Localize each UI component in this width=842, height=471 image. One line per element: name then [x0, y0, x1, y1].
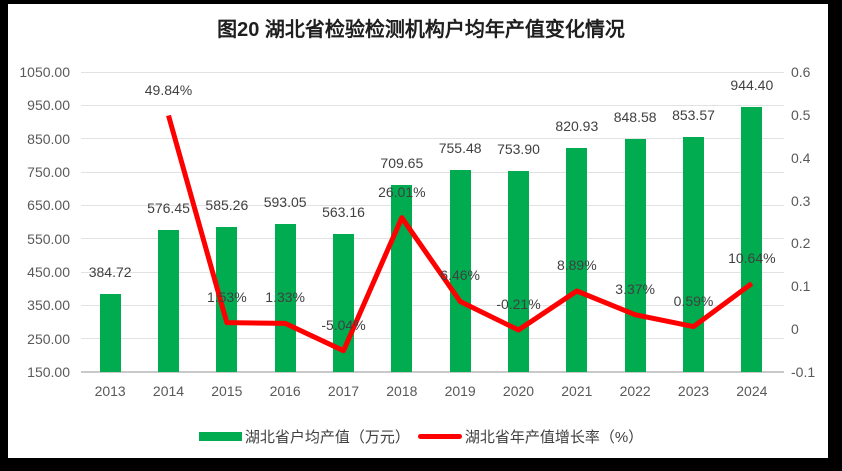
left-axis-tick-label: 650.00: [27, 197, 70, 214]
line-value-label: 1.33%: [265, 289, 305, 306]
bar-value-label: 384.72: [88, 263, 132, 280]
bar-value-label: 593.05: [263, 194, 307, 211]
left-axis-tick-label: 350.00: [27, 297, 70, 314]
gridline: [81, 271, 784, 273]
legend-item-bar-series: 湖北省户均产值（万元）: [198, 426, 410, 447]
x-axis-category-label: 2017: [327, 383, 360, 399]
gridline: [81, 338, 784, 340]
bar: [683, 137, 704, 372]
x-axis-line: [81, 371, 784, 373]
gridline: [81, 304, 784, 306]
line-series-swatch-icon: [417, 434, 462, 439]
bar-value-label: 585.26: [205, 196, 249, 213]
line-value-label: 8.89%: [556, 257, 597, 274]
gridline: [81, 104, 784, 106]
right-axis-tick-label: 0: [791, 321, 799, 338]
left-axis-tick-label: 550.00: [27, 230, 70, 247]
bar: [508, 170, 529, 372]
bar-value-label: 709.65: [380, 155, 424, 172]
right-axis-tick-label: 0.3: [791, 192, 811, 209]
left-axis-tick-label: 750.00: [27, 164, 70, 180]
right-axis-tick-label: 0.5: [791, 106, 811, 123]
x-axis-category-label: 2022: [619, 383, 651, 399]
left-axis-tick-label: 850.00: [27, 130, 70, 147]
gridline: [81, 171, 784, 173]
chart-title: 图20 湖北省检验检测机构户均年产值变化情况: [217, 19, 625, 41]
bar-value-label: 753.90: [497, 140, 540, 157]
bar: [216, 226, 238, 372]
bar-value-label: 820.93: [555, 118, 599, 135]
bar-value-label: 576.45: [147, 199, 190, 216]
line-value-label: 3.37%: [615, 280, 655, 297]
bar: [741, 107, 763, 372]
bar-value-label: 944.40: [730, 77, 774, 94]
x-axis-category-label: 2014: [152, 383, 185, 399]
legend-label-bar-series: 湖北省户均产值（万元）: [244, 429, 410, 446]
bar-series-swatch-icon: [198, 432, 242, 441]
left-axis-tick-label: 450.00: [27, 264, 70, 280]
x-axis-category-label: 2020: [502, 383, 535, 399]
bar-value-label: 853.57: [672, 107, 715, 124]
left-axis-tick-label: 950.00: [27, 97, 70, 114]
bar: [566, 148, 588, 372]
bar-value-label: 848.58: [613, 109, 657, 126]
bar: [99, 293, 121, 372]
line-value-label: 10.64%: [728, 249, 776, 266]
bar: [274, 224, 296, 372]
legend-label-line-series: 湖北省年产值增长率（%）: [464, 429, 644, 446]
x-axis-category-label: 2015: [211, 383, 243, 399]
right-axis-tick-label: 0.2: [791, 235, 811, 252]
x-axis-category-label: 2024: [736, 383, 768, 399]
line-value-label: -5.04%: [321, 316, 366, 333]
gridline: [81, 238, 784, 240]
left-axis-tick-label: 150.00: [27, 364, 70, 380]
right-axis-tick-label: -0.1: [791, 364, 816, 380]
right-axis-tick-label: 0.1: [791, 278, 811, 295]
gridline: [81, 71, 784, 73]
x-axis-category-label: 2016: [269, 383, 301, 399]
bar-value-label: 563.16: [322, 204, 365, 221]
line-value-label: 0.59%: [673, 292, 714, 309]
x-axis-category-label: 2019: [444, 383, 476, 399]
line-value-label: 6.46%: [440, 267, 480, 284]
bar: [158, 229, 179, 372]
left-axis-tick-label: 1050.00: [19, 64, 70, 80]
gridline: [81, 204, 784, 206]
x-axis-category-label: 2023: [677, 383, 710, 399]
legend-item-line-series: 湖北省年产值增长率（%）: [417, 426, 644, 447]
bar: [449, 170, 471, 372]
left-axis-tick-label: 250.00: [27, 330, 70, 347]
gridline: [81, 138, 784, 140]
growth-line: [166, 114, 754, 354]
right-axis-tick-label: 0.4: [791, 149, 811, 166]
legend: 湖北省户均产值（万元） 湖北省年产值增长率（%）: [0, 426, 842, 447]
line-value-label: -0.21%: [496, 296, 541, 313]
line-value-label: 49.84%: [144, 81, 193, 98]
right-axis-tick-label: 0.6: [791, 64, 811, 80]
bar-value-label: 755.48: [438, 140, 482, 157]
x-axis-category-label: 2021: [561, 383, 593, 399]
line-value-label: 1.53%: [206, 288, 247, 305]
x-axis-category-label: 2018: [386, 383, 418, 399]
x-axis-category-label: 2013: [94, 383, 126, 399]
line-value-label: 26.01%: [378, 183, 426, 200]
